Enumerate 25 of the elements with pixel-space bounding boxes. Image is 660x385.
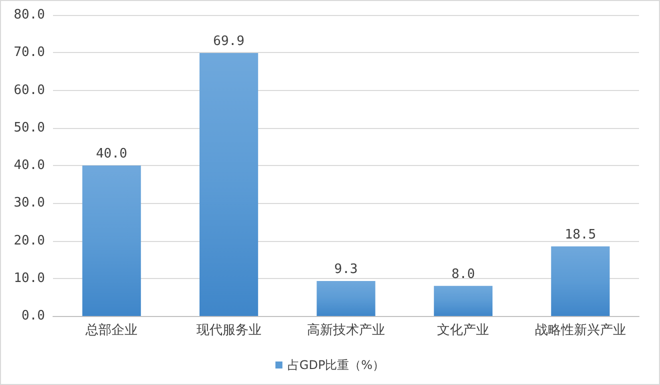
y-tick-label: 30.0 xyxy=(14,196,45,211)
data-label: 9.3 xyxy=(334,262,358,278)
y-tick-label: 40.0 xyxy=(14,158,45,173)
data-label: 18.5 xyxy=(564,227,596,242)
y-tick-label: 80.0 xyxy=(14,8,45,22)
y-tick-label: 10.0 xyxy=(14,270,45,286)
data-label: 69.9 xyxy=(213,34,244,49)
x-tick-label: 现代服务业 xyxy=(196,323,262,338)
data-label: 8.0 xyxy=(451,266,475,282)
x-tick-label: 总部企业 xyxy=(84,323,138,338)
data-label: 40.0 xyxy=(96,146,128,162)
bar xyxy=(551,246,610,316)
x-tick-label: 高新技术产业 xyxy=(307,322,385,338)
y-tick-label: 20.0 xyxy=(14,233,45,248)
y-tick-label: 70.0 xyxy=(14,45,45,60)
bar xyxy=(434,286,492,316)
y-tick-label: 0.0 xyxy=(22,308,45,324)
legend-label: 占GDP比重（%） xyxy=(287,358,385,372)
bar xyxy=(316,281,376,316)
x-tick-label: 文化产业 xyxy=(437,323,490,338)
bar xyxy=(200,53,258,316)
bar xyxy=(82,166,141,316)
x-tick-label: 战略性新兴产业 xyxy=(534,323,626,338)
y-tick-label: 50.0 xyxy=(14,120,45,136)
y-tick-label: 60.0 xyxy=(14,82,45,98)
